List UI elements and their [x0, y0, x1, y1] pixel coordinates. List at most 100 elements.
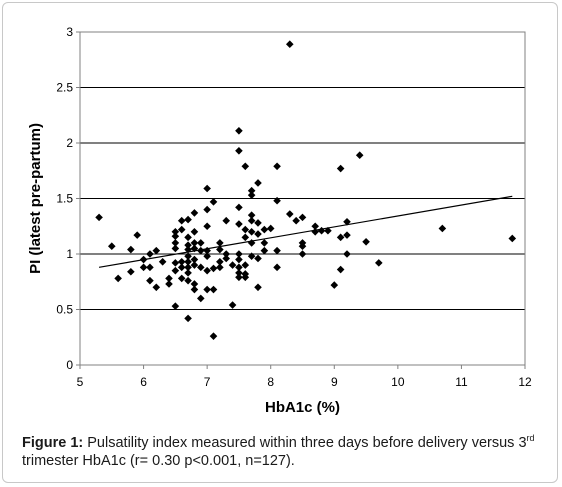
x-tick-label: 8	[267, 375, 274, 389]
y-tick-label: 3	[66, 25, 73, 39]
data-point	[298, 213, 307, 222]
y-tick-label: 0.5	[56, 303, 73, 317]
caption-label: Figure 1:	[22, 435, 84, 451]
data-point	[247, 211, 256, 219]
x-tick-label: 11	[455, 375, 468, 389]
data-point	[177, 274, 186, 283]
data-point	[184, 241, 192, 249]
y-tick-label: 2.5	[56, 81, 73, 95]
data-point	[273, 263, 281, 272]
data-point	[209, 264, 218, 273]
data-point	[184, 252, 192, 261]
data-point	[241, 225, 250, 234]
data-point	[196, 294, 205, 303]
x-axis-ticks: 5 6 7 8 9 10 11 12	[77, 365, 532, 389]
data-point	[285, 210, 294, 218]
data-point	[254, 230, 262, 238]
data-point	[209, 285, 218, 294]
data-point	[190, 209, 199, 217]
data-point	[235, 146, 243, 155]
x-axis-label: HbA1c (%)	[265, 399, 340, 416]
data-point	[254, 283, 262, 292]
data-point	[190, 261, 199, 269]
data-point	[235, 203, 243, 212]
data-point	[241, 273, 250, 282]
data-point	[203, 222, 211, 231]
data-point	[247, 228, 256, 236]
data-point	[190, 255, 199, 264]
y-axis-ticks: 0 0.5 1 1.5 2 2.5 3	[56, 25, 80, 372]
data-point	[184, 263, 192, 272]
data-point	[336, 164, 345, 173]
data-point	[177, 257, 186, 266]
data-point	[152, 283, 161, 292]
data-point	[228, 261, 237, 269]
x-tick-label: 12	[518, 375, 532, 389]
data-point	[216, 245, 224, 254]
data-point	[355, 151, 364, 160]
data-point	[184, 314, 192, 323]
data-point	[235, 273, 243, 282]
data-point	[292, 216, 300, 225]
data-point	[196, 263, 205, 272]
data-point	[241, 261, 250, 269]
x-tick-label: 10	[391, 375, 405, 389]
data-point	[171, 239, 180, 247]
data-point	[273, 162, 281, 171]
data-point	[235, 269, 243, 277]
x-tick-label: 6	[140, 375, 147, 389]
data-point	[508, 234, 517, 243]
data-point	[343, 250, 351, 258]
data-point	[228, 301, 237, 309]
data-point	[336, 233, 345, 242]
data-point	[196, 246, 205, 255]
data-point	[222, 254, 231, 263]
data-point	[203, 285, 211, 294]
data-point	[298, 242, 307, 251]
data-point	[260, 246, 269, 255]
data-point	[343, 218, 351, 226]
data-point	[114, 274, 122, 283]
data-point	[184, 215, 192, 224]
figure-caption: Figure 1: Pulsatility index measured wit…	[22, 434, 547, 470]
data-point	[266, 224, 275, 233]
data-point	[196, 239, 205, 247]
data-point	[171, 302, 180, 310]
figure-frame	[2, 2, 558, 483]
data-point	[171, 244, 180, 253]
scatter-chart: 5 6 7 8 9 10 11 12 0 0.5 1 1.5 2 2.5 3 HbA1c (%) PI (…	[27, 25, 532, 416]
data-point	[190, 285, 199, 294]
data-point	[216, 239, 224, 247]
data-point	[107, 242, 116, 251]
data-point	[241, 162, 250, 171]
data-point	[273, 196, 281, 205]
data-point	[171, 266, 180, 275]
caption-text-part2: trimester HbA1c (r= 0.30 p<0.001, n=127)…	[22, 453, 295, 469]
data-point	[146, 276, 154, 285]
data-point	[171, 232, 180, 241]
data-point	[95, 213, 103, 222]
data-point	[165, 280, 173, 288]
data-point	[254, 254, 262, 263]
data-point	[184, 269, 192, 277]
data-point	[235, 255, 243, 264]
x-tick-label: 5	[77, 375, 84, 389]
data-point	[235, 220, 243, 228]
data-point	[222, 216, 231, 225]
data-point	[247, 216, 256, 225]
data-point	[260, 239, 269, 247]
data-point	[177, 216, 186, 225]
data-point	[247, 186, 256, 195]
data-point	[203, 266, 211, 275]
data-point	[209, 198, 218, 206]
data-point	[209, 332, 218, 340]
data-point	[190, 228, 199, 236]
gridlines	[80, 87, 525, 310]
data-point	[203, 205, 211, 214]
data-point	[216, 257, 224, 266]
caption-superscript: rd	[526, 433, 535, 444]
data-point	[235, 263, 243, 272]
data-point	[311, 228, 320, 236]
data-point	[184, 257, 192, 266]
x-tick-label: 7	[204, 375, 211, 389]
